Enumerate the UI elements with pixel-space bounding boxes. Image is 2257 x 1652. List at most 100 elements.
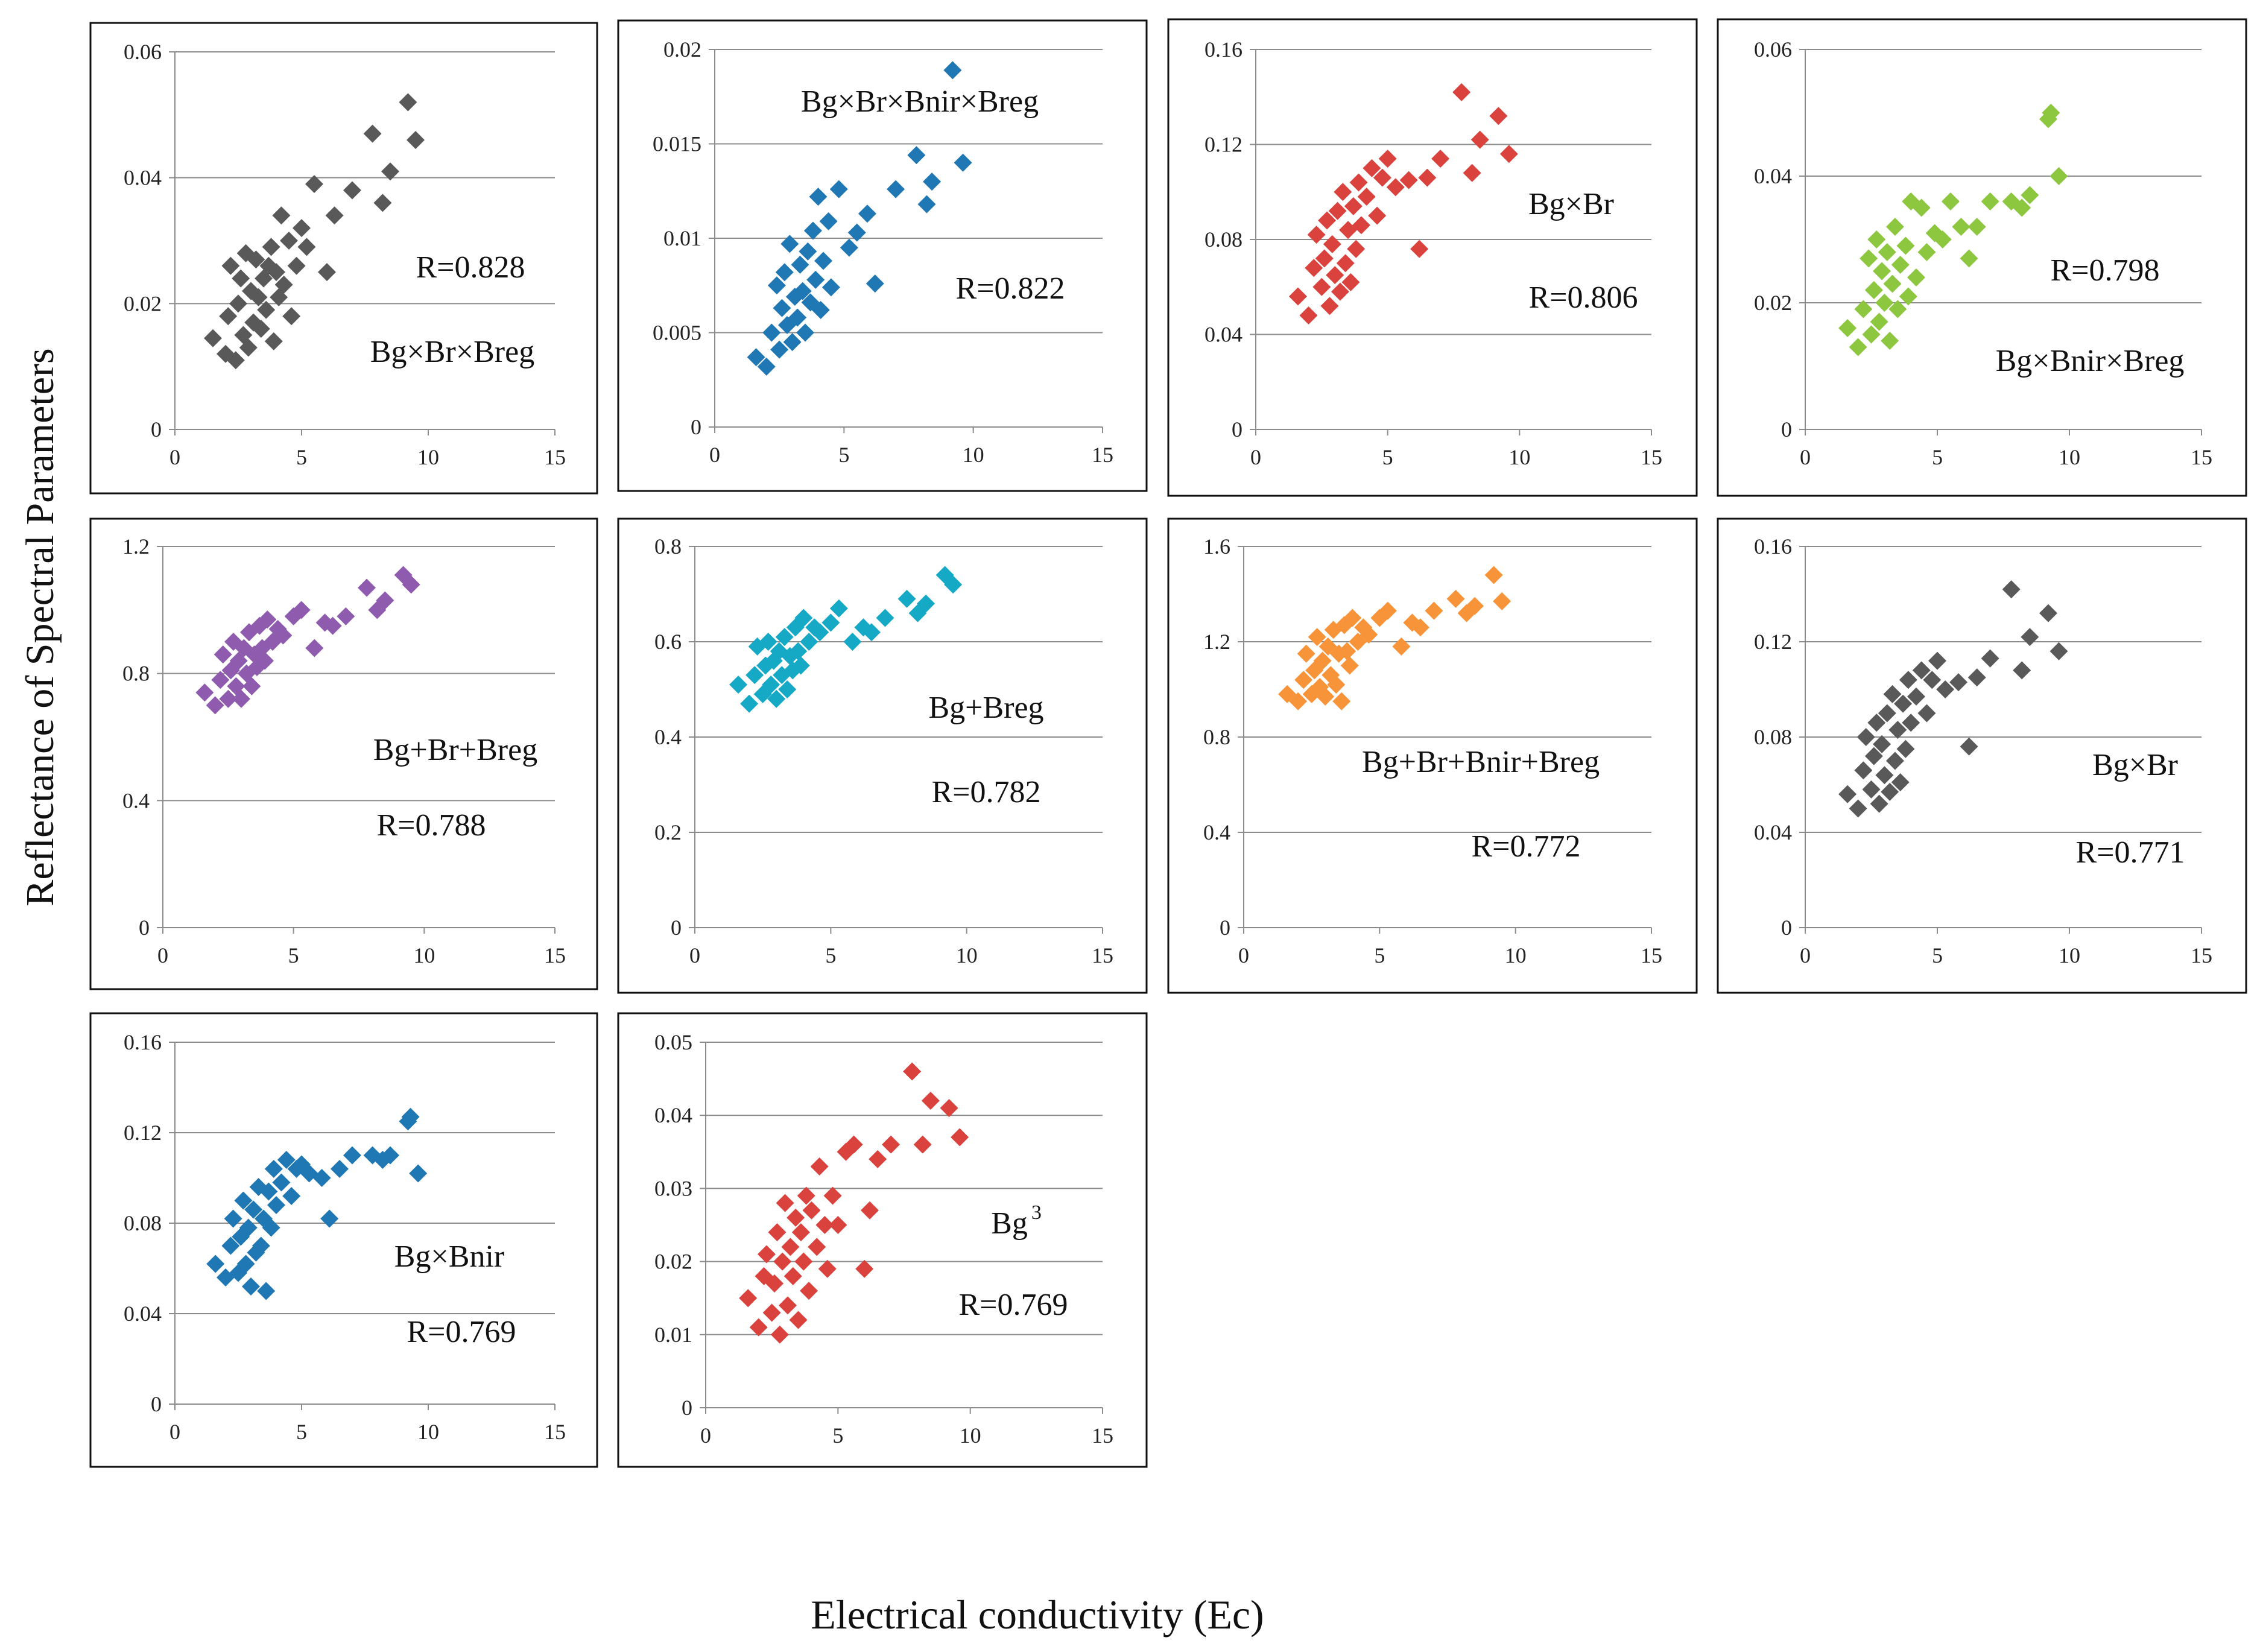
x-tick-label: 0 — [169, 1420, 180, 1444]
data-point — [944, 575, 963, 594]
x-tick-label: 0 — [1800, 445, 1811, 469]
panel-frame — [617, 517, 1148, 994]
data-point — [1854, 761, 1873, 780]
data-point — [1452, 83, 1471, 101]
data-point — [1875, 294, 1894, 312]
data-point — [1967, 218, 1986, 236]
data-point — [811, 300, 830, 319]
data-point — [274, 276, 293, 294]
data-point — [778, 1296, 797, 1315]
data-point — [739, 1289, 758, 1308]
y-tick-label: 0.01 — [654, 1323, 692, 1347]
data-point — [1883, 274, 1902, 293]
data-point — [272, 1173, 291, 1192]
data-point — [819, 212, 838, 230]
data-point — [1349, 173, 1368, 192]
data-point — [1368, 206, 1387, 225]
y-tick-label: 0.8 — [654, 534, 682, 559]
y-tick-label: 0.06 — [124, 40, 162, 64]
x-tick-label: 15 — [2191, 445, 2212, 469]
data-point — [1499, 145, 1518, 163]
x-tick-label: 10 — [1508, 445, 1530, 469]
data-point — [195, 683, 214, 702]
data-point — [293, 219, 311, 238]
y-tick-label: 0.8 — [122, 662, 150, 686]
data-point — [762, 1303, 781, 1322]
data-point — [1332, 692, 1351, 710]
data-point — [799, 242, 817, 261]
data-point — [1888, 721, 1907, 739]
data-point — [1294, 671, 1313, 689]
data-point — [259, 1182, 278, 1201]
data-point — [1315, 249, 1334, 268]
series-formula-text: Bg×Br — [1528, 187, 1614, 221]
x-axis-title: Electrical conductivity (Ec) — [811, 1592, 1264, 1638]
data-point — [800, 1282, 818, 1300]
data-point — [343, 181, 361, 200]
data-point — [1378, 601, 1397, 620]
data-point — [767, 276, 786, 295]
data-point — [876, 609, 894, 627]
chart-panel-4: 0 0.02 0.04 0.06 0 5 10 15 Bg×Bnir×Breg R=0.798 — [1717, 18, 2247, 497]
data-point — [800, 633, 818, 651]
data-point — [762, 323, 781, 342]
data-point — [1873, 262, 1891, 280]
data-point — [818, 1259, 837, 1278]
data-point — [1896, 739, 1915, 758]
data-point — [1981, 649, 1999, 668]
data-point — [1881, 782, 1899, 801]
data-point — [791, 656, 810, 675]
x-tick-label: 0 — [689, 943, 700, 967]
data-point — [2013, 198, 2031, 217]
data-point — [860, 1201, 879, 1220]
data-point — [954, 153, 972, 172]
data-point — [1867, 230, 1886, 248]
data-point — [2050, 642, 2068, 660]
data-point — [258, 610, 277, 629]
data-point — [257, 300, 276, 319]
y-tick-label: 0.2 — [654, 820, 682, 844]
data-point — [940, 1099, 958, 1118]
data-point — [767, 689, 786, 708]
x-tick-label: 15 — [1092, 443, 1113, 467]
data-point — [1899, 671, 1917, 689]
x-tick-label: 10 — [417, 1420, 439, 1444]
data-point — [770, 340, 789, 359]
data-point — [745, 666, 764, 685]
data-point — [2021, 628, 2039, 647]
data-point — [1410, 239, 1429, 258]
data-point — [250, 616, 269, 635]
data-point — [1960, 737, 1978, 756]
data-point — [2021, 186, 2039, 204]
data-point — [768, 1223, 787, 1242]
y-tick-label: 0.04 — [1754, 164, 1792, 188]
data-point — [1952, 218, 1971, 236]
data-point — [913, 1135, 932, 1154]
data-point — [1933, 230, 1952, 248]
data-point — [206, 1255, 225, 1273]
x-tick-label: 10 — [963, 443, 984, 467]
data-point — [232, 689, 250, 708]
data-point — [1860, 249, 1878, 268]
series-formula-label: Bg×Br×Breg — [370, 335, 534, 369]
data-point — [1928, 651, 1946, 670]
y-tick-label: 0 — [151, 417, 162, 441]
data-point — [749, 1318, 768, 1337]
data-point — [783, 333, 802, 352]
data-point — [1838, 785, 1857, 803]
data-point — [337, 607, 355, 625]
data-point — [907, 146, 926, 165]
data-point — [791, 255, 809, 274]
data-point — [797, 1186, 815, 1205]
data-point — [951, 1128, 969, 1147]
correlation-label: R=0.772 — [1471, 829, 1580, 864]
data-point — [318, 263, 336, 282]
data-point — [2002, 580, 2021, 599]
data-point — [1431, 150, 1450, 168]
x-tick-label: 5 — [1374, 943, 1385, 967]
data-point — [770, 1325, 789, 1344]
data-point — [1883, 685, 1902, 703]
x-tick-label: 15 — [544, 1420, 566, 1444]
series-formula-label: Bg×Br×Bnir×Breg — [801, 84, 1039, 119]
